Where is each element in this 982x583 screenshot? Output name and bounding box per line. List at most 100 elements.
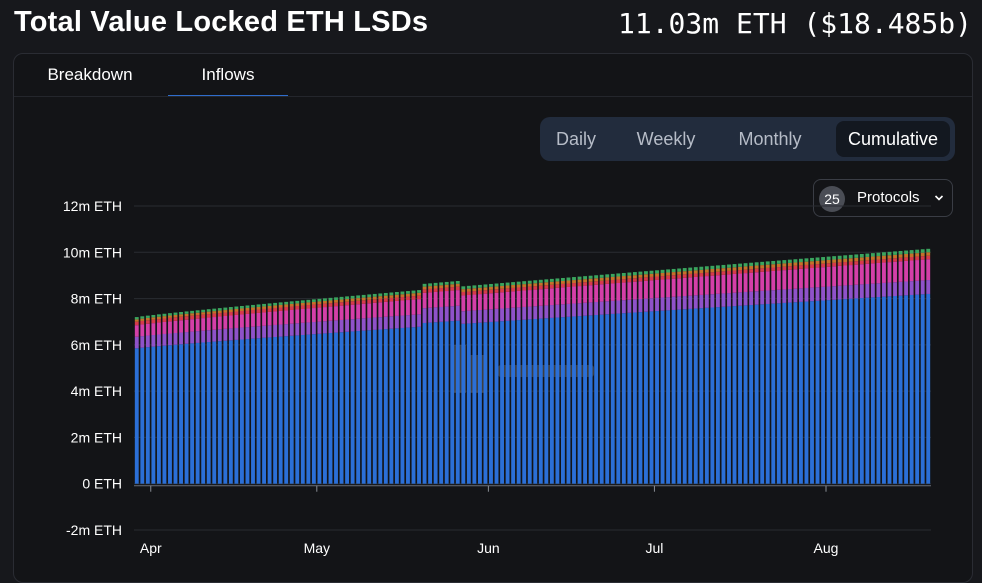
bar-segment [156,319,161,323]
tab-breakdown[interactable]: Breakdown [47,65,133,84]
bar-segment [228,309,233,313]
bar-segment [821,257,826,261]
bar-segment [489,309,493,322]
bar-segment [500,288,504,293]
bar-segment [699,273,704,277]
bar-segment [854,257,859,262]
bar-segment [870,263,875,284]
bar-segment [699,294,704,309]
bar-segment [876,256,881,260]
tab-inflows[interactable]: Inflows [168,54,288,96]
bar-segment [920,249,925,253]
bar-segment [400,315,405,328]
bar-segment [649,311,654,484]
bar-segment [323,298,327,301]
bar-segment [284,307,289,311]
bar-segment [417,299,421,315]
bar-segment [428,307,433,323]
bar-segment [527,280,532,284]
bar-segment [771,260,776,265]
bar-segment [477,322,482,484]
bar-segment [217,341,222,484]
bar-segment [494,321,499,484]
bar-segment [898,281,903,296]
bar-segment [605,280,610,284]
bar-segment [317,304,322,308]
protocols-dropdown[interactable]: 25 Protocols [813,179,953,217]
bar-segment [217,308,222,311]
range-daily-button[interactable]: Daily [555,129,596,149]
bar-segment [184,319,189,333]
bar-segment [406,315,410,328]
bar-segment [776,270,781,290]
bar-segment [632,312,637,484]
bar-segment [278,310,283,325]
bar-segment [549,317,554,484]
bar-segment [245,310,250,314]
bar-segment [848,285,853,299]
bar-segment [605,274,610,278]
bar-segment [455,286,460,291]
bar-segment [893,254,897,259]
bar-segment [184,311,189,314]
range-weekly-button[interactable]: Weekly [636,129,696,149]
bar-segment [306,305,311,309]
bar-segment [356,318,361,332]
bar-segment [821,286,826,301]
bar-segment [273,324,278,338]
bar-segment [771,264,776,268]
bar-segment [140,324,145,337]
y-tick-label: 0 ETH [82,476,122,492]
bar-segment [389,297,394,302]
bar-segment [638,277,643,282]
bar-segment [627,278,632,283]
bar-segment [151,323,156,336]
bar-segment [688,270,693,274]
bar-segment [693,273,698,277]
bar-segment [140,320,145,325]
range-monthly-button[interactable]: Monthly [738,129,802,149]
bar-segment [793,262,798,266]
bar-segment [300,334,305,484]
bar-segment [262,308,266,313]
bar-segment [284,301,289,305]
bar-segment [832,262,837,267]
bar-segment [383,329,388,484]
bar-segment [173,344,178,484]
bar-segment [832,286,837,300]
bar-segment [865,284,870,298]
bar-segment [300,322,305,335]
bar-segment [262,306,266,309]
bar-segment [776,303,781,484]
bar-segment [610,283,615,301]
bar-segment [749,272,754,292]
bar-segment [538,305,543,319]
bar-segment [749,262,754,266]
bar-segment [433,285,438,289]
bar-segment [743,263,748,267]
range-cumulative-button[interactable]: Cumulative [836,121,950,157]
bar-segment [217,329,222,342]
bar-segment [206,309,211,312]
bar-segment [361,300,366,304]
bar-segment [754,262,759,266]
range-selector: Daily Weekly Monthly Cumulative [540,117,955,161]
bar-segment [577,303,582,317]
bar-segment [339,299,344,303]
bar-segment [561,304,565,318]
bar-segment [500,321,504,484]
bar-segment [710,307,715,484]
bar-segment [666,297,671,311]
bar-segment [799,301,803,484]
bar-segment [505,282,510,286]
bar-segment [400,327,405,484]
bar-segment [350,298,355,302]
bar-segment [289,323,294,336]
bar-segment [295,335,300,484]
x-tick-label: Aug [814,540,839,556]
bar-segment [251,326,255,339]
bar-segment [804,261,809,265]
bar-segment [212,313,217,318]
bar-segment [627,282,632,300]
bar-segment [256,312,261,327]
